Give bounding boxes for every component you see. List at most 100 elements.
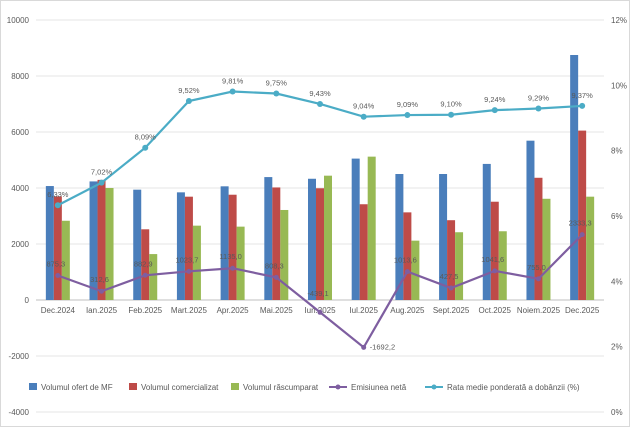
line-point (579, 102, 586, 109)
line-point (142, 144, 149, 151)
line-point (404, 269, 410, 275)
legend-swatch (29, 383, 37, 390)
y-tick-label: 2000 (11, 240, 29, 249)
y2-tick-label: 0% (611, 408, 623, 417)
data-label: -439,1 (307, 289, 328, 298)
legend-label: Volumul comercializat (141, 383, 219, 392)
line-point (361, 344, 367, 350)
bar-volumul-comercializat (403, 212, 412, 300)
bar-volumul-ofert-de-mf (264, 177, 273, 300)
bar-volumul-r-scumparat (149, 254, 158, 300)
y-tick-label: 6000 (11, 128, 29, 137)
y2-tick-label: 6% (611, 212, 623, 221)
x-tick-label: Dec.2025 (565, 306, 600, 315)
bar-volumul-ofert-de-mf (89, 181, 98, 300)
line-point (448, 285, 454, 291)
y2-tick-label: 10% (611, 81, 627, 90)
line-point (229, 88, 236, 95)
bars (45, 55, 595, 300)
line-point (317, 309, 323, 315)
legend-label: Volumul ofert de MF (41, 383, 113, 392)
legend-label: Emisiunea netă (351, 383, 407, 392)
y2-tick-label: 4% (611, 277, 623, 286)
data-label: 9,04% (353, 102, 375, 111)
data-label: 9,52% (178, 86, 200, 95)
legend: Volumul ofert de MF Volumul comercializat… (29, 383, 580, 392)
data-label: 9,24% (484, 95, 506, 104)
data-label: 9,10% (440, 100, 462, 109)
line-point (448, 111, 455, 118)
line-point (54, 202, 61, 209)
data-label: 9,43% (309, 89, 331, 98)
data-label: 9,29% (528, 94, 550, 103)
x-tick-label: Ian.2025 (86, 306, 118, 315)
bar-volumul-ofert-de-mf (395, 174, 404, 300)
legend-marker (335, 384, 341, 390)
bar-volumul-r-scumparat (586, 196, 595, 300)
line-point (317, 100, 323, 107)
bar-volumul-r-scumparat (105, 188, 114, 300)
data-label: 808,3 (265, 261, 284, 270)
bar-volumul-r-scumparat (236, 226, 245, 300)
bar-volumul-comercializat (272, 187, 281, 300)
line-point (579, 232, 585, 238)
y-tick-label: 10000 (7, 16, 30, 25)
bar-volumul-r-scumparat (61, 220, 70, 300)
bar-volumul-comercializat (53, 196, 62, 300)
bar-volumul-r-scumparat (542, 198, 551, 300)
line-point (273, 274, 279, 280)
bar-volumul-r-scumparat (280, 209, 289, 300)
line-point (230, 265, 236, 271)
bar-volumul-ofert-de-mf (439, 174, 448, 300)
data-label: 9,09% (397, 100, 419, 109)
data-label: 9,75% (266, 79, 288, 88)
line-point (142, 272, 148, 278)
legend-marker (431, 384, 437, 390)
data-label: 7,02% (91, 168, 113, 177)
bar-volumul-ofert-de-mf (220, 186, 229, 300)
data-label: 9,81% (222, 77, 244, 86)
x-tick-label: Mai.2025 (260, 306, 293, 315)
bar-volumul-ofert-de-mf (351, 158, 360, 300)
bar-volumul-comercializat (490, 201, 499, 300)
data-label: 6,33% (47, 190, 69, 199)
bar-volumul-comercializat (316, 188, 324, 300)
line-point (99, 288, 105, 294)
bar-volumul-ofert-de-mf (308, 178, 316, 300)
data-label: 1013,6 (394, 256, 417, 265)
bar-volumul-ofert-de-mf (176, 192, 185, 300)
legend-swatch (129, 383, 137, 390)
data-label: 1135,0 (219, 252, 241, 261)
y2-tick-label: 2% (611, 343, 623, 352)
line-point (273, 90, 280, 97)
bar-volumul-r-scumparat (411, 240, 420, 300)
bar-volumul-ofert-de-mf (482, 163, 491, 300)
x-tick-label: Oct.2025 (479, 306, 512, 315)
y-tick-label: -2000 (9, 352, 30, 361)
line-point (98, 179, 105, 186)
bar-volumul-r-scumparat (192, 225, 201, 300)
y2-tick-label: 12% (611, 16, 627, 25)
x-tick-label: Apr.2025 (217, 306, 250, 315)
data-label: 2333,3 (569, 219, 592, 228)
line-point (186, 268, 192, 274)
data-label: 9,37% (572, 91, 594, 100)
data-label: 312,6 (90, 275, 109, 284)
bar-volumul-comercializat (359, 204, 368, 300)
bar-volumul-comercializat (447, 220, 456, 300)
y-tick-label: -4000 (9, 408, 30, 417)
lines: 875,3 312,6 882,9 1023,7 1135,0 808,3 -439,1 -1… (46, 77, 593, 352)
x-tick-label: Dec.2024 (41, 306, 76, 315)
data-label: 8,09% (135, 133, 157, 142)
line-point (404, 112, 411, 119)
bar-volumul-comercializat (534, 177, 543, 300)
legend-label: Volumul răscumparat (243, 383, 319, 392)
data-label: 875,3 (46, 259, 65, 268)
x-tick-label: Iul.2025 (349, 306, 378, 315)
y-axis-right: 0% 2% 4% 6% 8% 10% 12% (611, 16, 627, 417)
line-point (360, 113, 367, 120)
data-label: 427,5 (440, 272, 459, 281)
line-point (492, 268, 498, 274)
